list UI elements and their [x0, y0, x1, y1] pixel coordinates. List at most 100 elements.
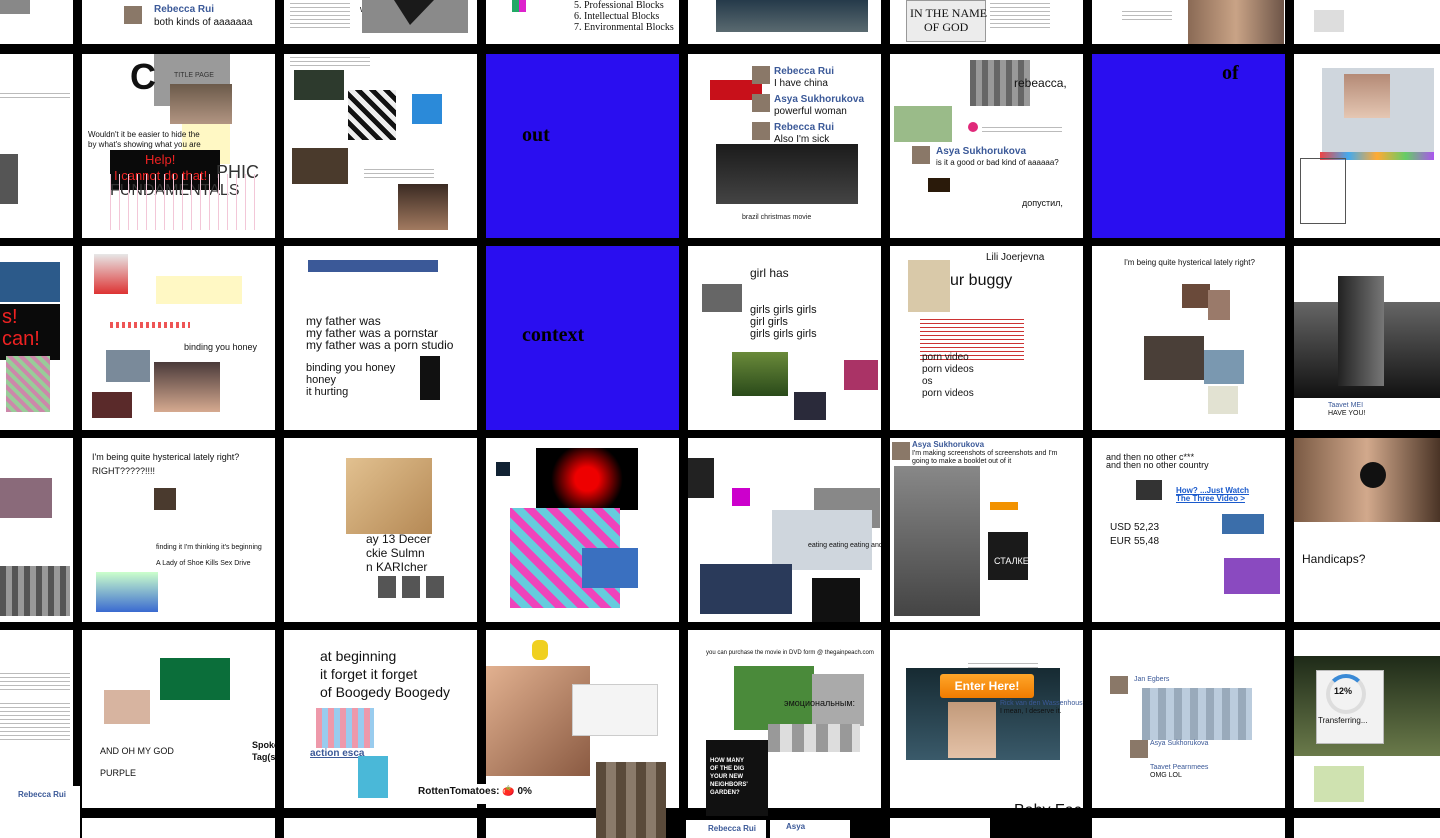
- pink-grid: [102, 174, 262, 230]
- building-photo: [106, 350, 150, 382]
- dopustil-text: допустил,: [1022, 198, 1063, 208]
- tile-r3-c1: binding you honey: [82, 246, 275, 430]
- porn-line-2: porn videos: [922, 364, 974, 375]
- blue-photo: [1224, 558, 1280, 594]
- gray-photo: [812, 674, 864, 726]
- father-line-2: my father was a pornstar: [306, 326, 439, 340]
- purple-thumb: [732, 488, 750, 506]
- face-photo: [104, 690, 150, 724]
- and-oh-text: AND OH MY GOD: [100, 746, 174, 756]
- header-bar: [308, 260, 438, 272]
- video-thumb: [294, 70, 344, 100]
- tile-r1-c6: [1092, 0, 1285, 44]
- author-name: Rebecca Rui: [774, 66, 835, 77]
- white-bar: [890, 776, 1083, 808]
- tile-r1-c2: work!: [284, 0, 477, 44]
- binding-line: binding you honey: [306, 362, 396, 374]
- author-name: Rebecca Rui: [774, 122, 835, 133]
- dock-bar: [1320, 152, 1434, 160]
- gray-block: [1314, 10, 1344, 32]
- by-what-text: by what's showing what you are: [88, 140, 201, 149]
- tile-r2-c7: [1294, 54, 1440, 238]
- text-lines: [0, 700, 70, 740]
- comment-text: I have china: [774, 78, 828, 89]
- chair-drawing: [1300, 158, 1346, 224]
- avatar: [912, 146, 930, 164]
- progress-percent: 12%: [1334, 686, 1353, 696]
- spoken-text: Spoken lang: [252, 740, 275, 750]
- porn-line-1: porn video: [922, 352, 969, 363]
- blue-figure: [358, 756, 388, 798]
- face-photo: [154, 362, 220, 412]
- tile-r4-c6: and then no other c*** and then no other…: [1092, 438, 1285, 622]
- girls-line-3: girls girls girls: [750, 328, 817, 340]
- blue-badge: [1222, 514, 1264, 534]
- tile-r3-c7: Taavet MEI HAVE YOU!: [1294, 246, 1440, 430]
- enter-here-button[interactable]: Enter Here!: [940, 674, 1034, 698]
- minion-icon: [532, 640, 548, 660]
- baby-face-title: Baby Face: [1014, 802, 1083, 808]
- tile-r2-c3: out: [486, 54, 679, 238]
- girls-line-2: girl girls: [750, 316, 788, 328]
- three-video-link[interactable]: The Three Video >: [1176, 494, 1245, 503]
- logo-thumb: [496, 462, 510, 476]
- tile-r2-c5: rebeacca, Asya Sukhorukova is it a good …: [890, 54, 1083, 238]
- tile-r6-c4: HOW MANY OF THE DIG YOUR NEW NEIGHBORS' …: [706, 740, 768, 816]
- eating-text: eating eating eating and f*****: [808, 542, 881, 549]
- tile-r3-c4: girl has girls girls girls girl girls gi…: [688, 246, 881, 430]
- of-god-text: OF GOD: [924, 20, 969, 34]
- how-many-3: YOUR NEW: [710, 774, 743, 780]
- tile-r2-c2: [284, 54, 477, 238]
- avatar-photo: [154, 488, 176, 510]
- comment-text: is it a good or bad kind of aaaaaa?: [936, 158, 1059, 167]
- tile-r3-c6: I'm being quite hysterical lately right?: [1092, 246, 1285, 430]
- cat-photo: [96, 572, 158, 612]
- tile-r3-c2: my father was my father was a pornstar m…: [284, 246, 477, 430]
- tile-r6-c8: [1294, 818, 1440, 838]
- how-many-1: HOW MANY: [710, 758, 744, 764]
- text-lines: [0, 90, 70, 100]
- binding-text: binding you honey: [184, 342, 258, 352]
- browser-screenshot: [772, 510, 872, 570]
- mean-text: I mean, I deserve it.: [1000, 708, 1062, 715]
- usd-value: 52,23: [1134, 522, 1160, 533]
- dark-photo: [988, 532, 1028, 580]
- tile-r2-c0: [0, 54, 73, 238]
- text-lines: [1122, 8, 1172, 22]
- tile-r1-c3: 5. Professional Blocks 6. Intellectual B…: [486, 0, 679, 44]
- face-still: [948, 702, 996, 758]
- sketch-face: [908, 260, 950, 312]
- tile-r1-c7: [1294, 0, 1440, 44]
- finding-text: finding it I'm thinking it's beginning: [156, 544, 262, 551]
- father-line-1: my father was: [306, 314, 381, 328]
- tags-text: Tag(s):: [252, 752, 275, 762]
- tile-r4-c2: ay 13 Decer ckie Sulmn n KARIcher: [284, 438, 477, 622]
- photo-fragment: [0, 154, 18, 204]
- avatar: [752, 122, 770, 140]
- author-name: Rebecca Rui: [18, 790, 67, 799]
- list-item-professional: 5. Professional Blocks: [574, 0, 664, 11]
- title-page-text: TITLE PAGE: [174, 72, 214, 79]
- girl-has-text: girl has: [750, 266, 789, 280]
- tile-r5-c4: you can purchase the movie in DVD form @…: [688, 630, 881, 808]
- tile-r2-c1: TITLE PAGE C Wouldn't it be easier to hi…: [82, 54, 275, 238]
- game-screenshot: [160, 658, 230, 700]
- gray-photo: [894, 466, 980, 616]
- webcam-thumb: [1144, 336, 1204, 380]
- tile-r6-c1: [82, 818, 275, 838]
- wouldnt-text: Wouldn't it be easier to hide the: [88, 130, 200, 139]
- handicaps-text: Handicaps?: [1302, 552, 1366, 566]
- pink-pattern: [6, 356, 50, 412]
- how-many-5: GARDEN?: [710, 790, 740, 796]
- booklet-text: going to make a booklet out of it: [912, 458, 1012, 465]
- dec-line-2: ckie Sulmn: [366, 546, 425, 560]
- icon-thumb: [512, 0, 526, 12]
- product-photo: [1136, 480, 1162, 500]
- rebecca-comma: rebeacca,: [1014, 76, 1067, 90]
- action-link[interactable]: action esca: [310, 748, 365, 759]
- video-still: [716, 0, 868, 32]
- how-watch-link[interactable]: How? ...Just Watch: [1176, 486, 1250, 495]
- map-thumb: [894, 106, 952, 142]
- usd-label: USD: [1110, 522, 1132, 533]
- black-box: [0, 304, 60, 360]
